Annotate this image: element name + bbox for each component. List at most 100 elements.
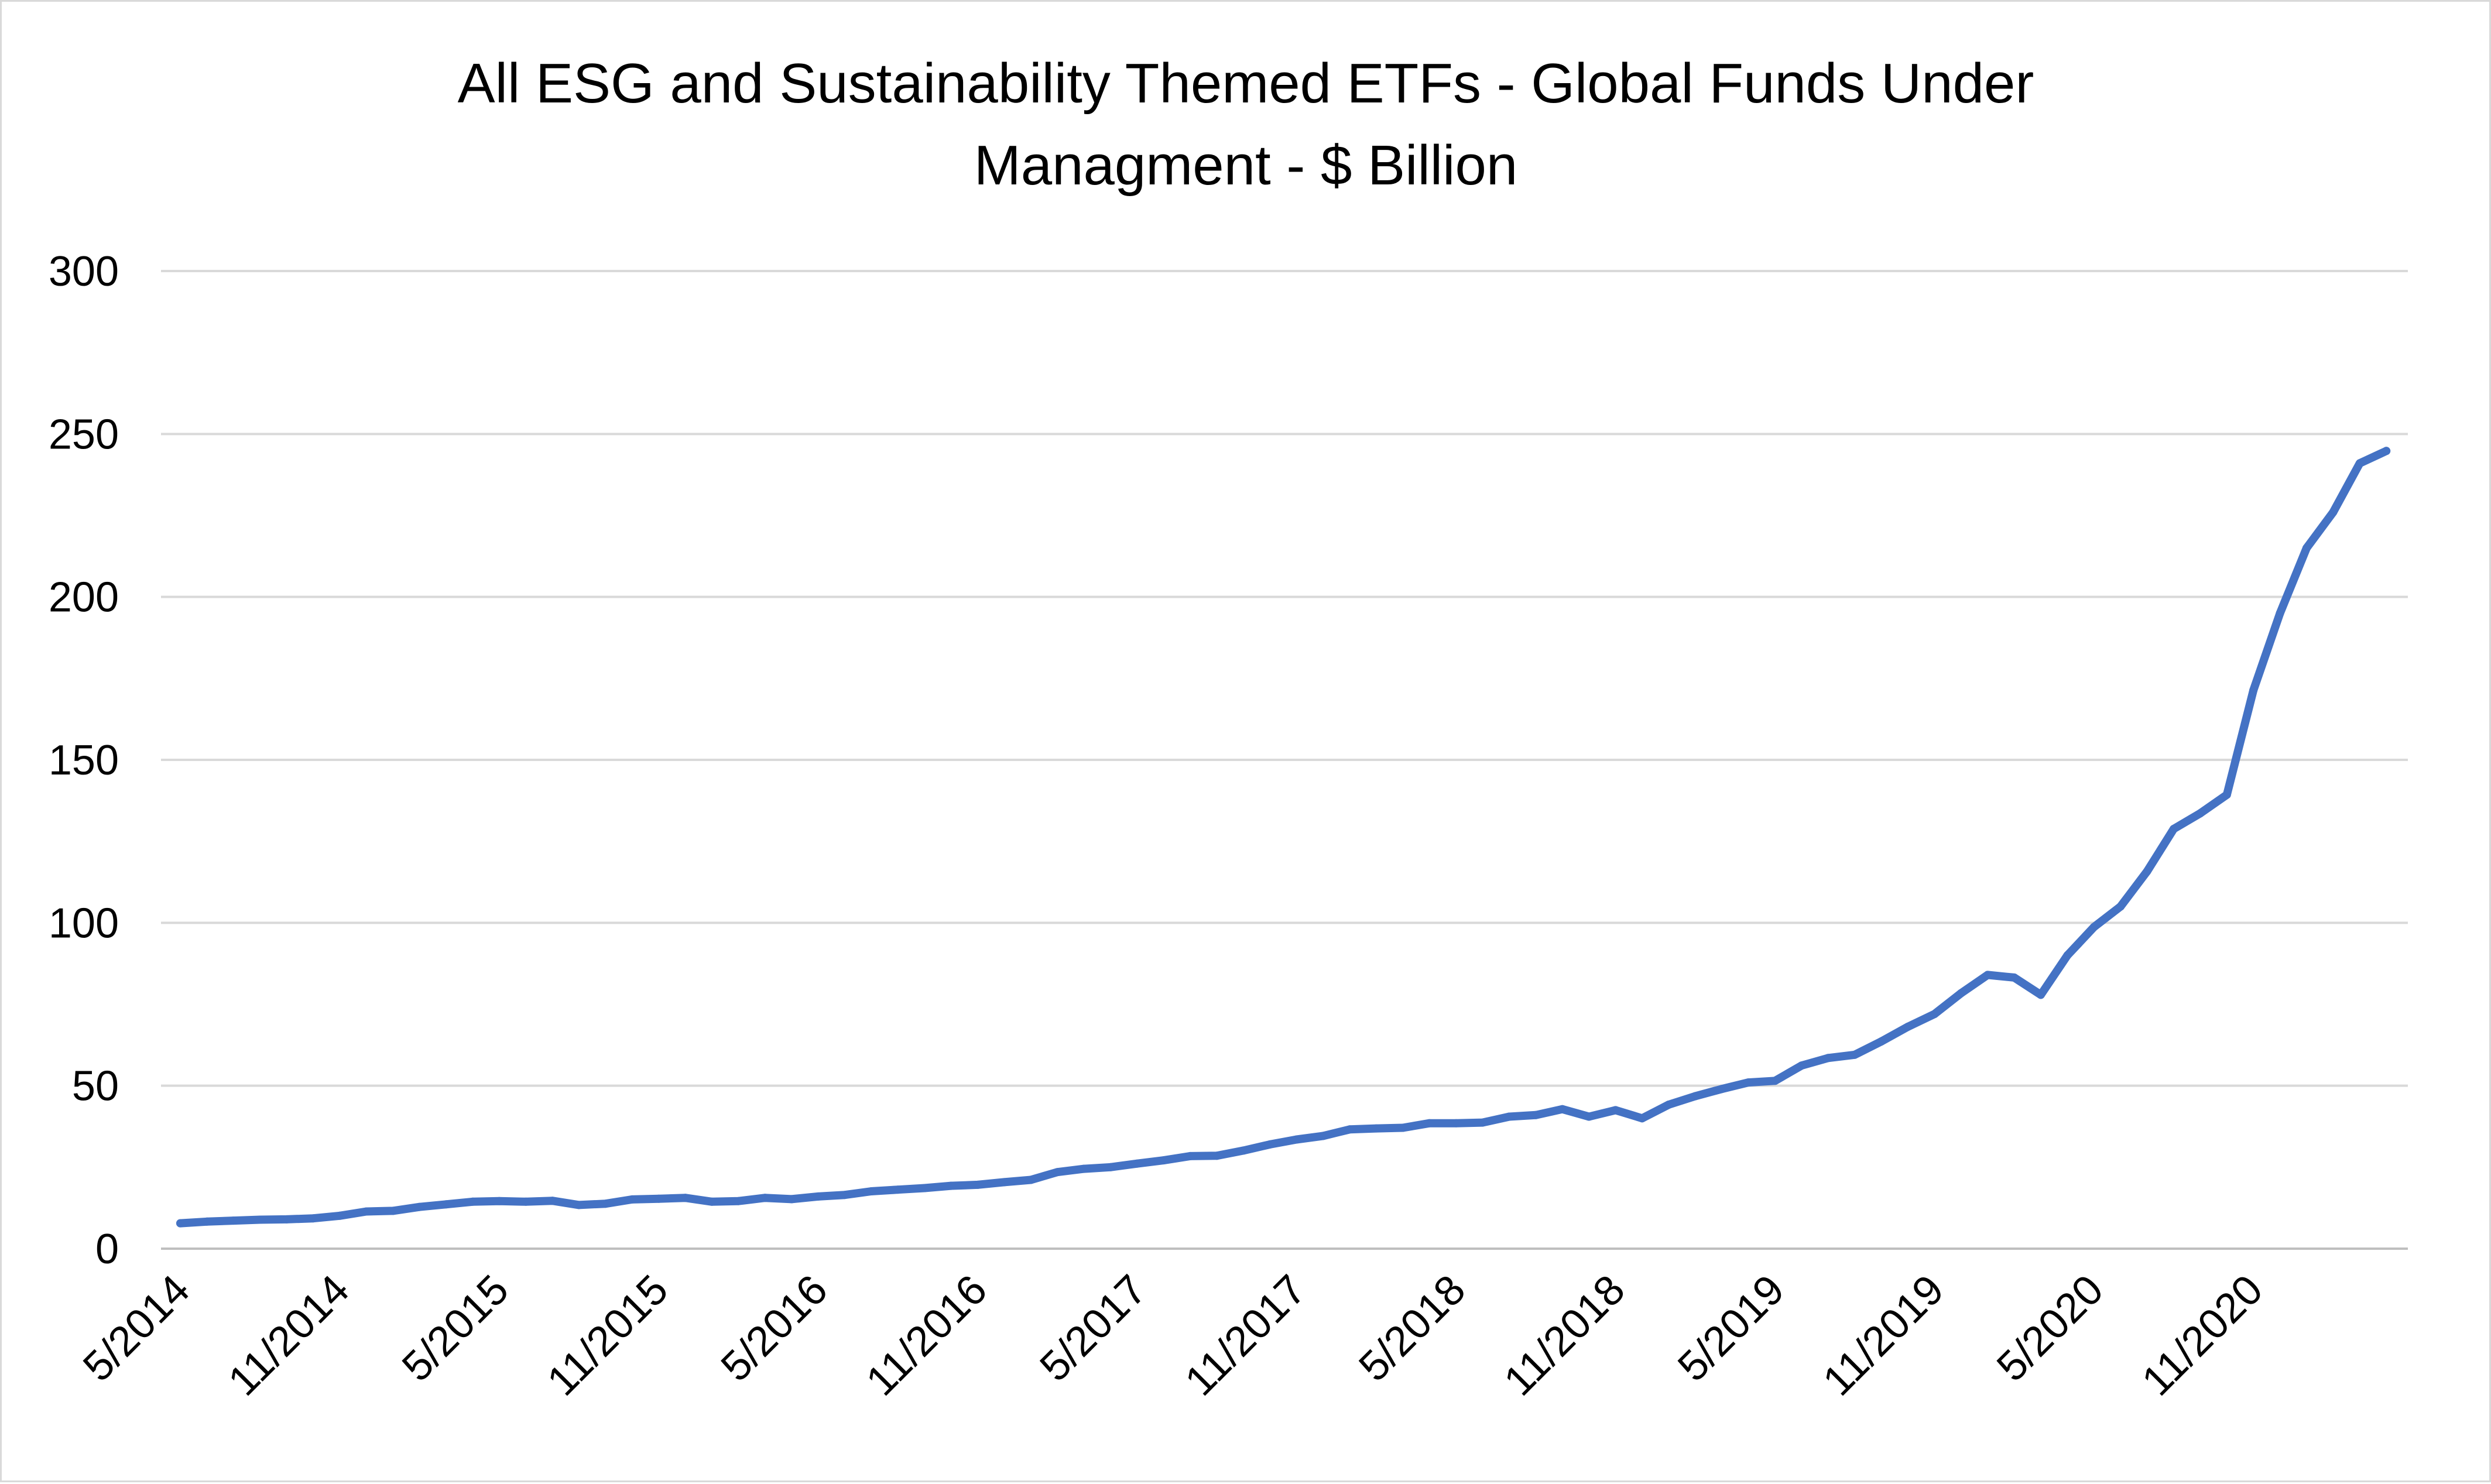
- data-point: [1718, 1085, 1726, 1094]
- data-point: [601, 1199, 610, 1208]
- data-point: [2382, 447, 2391, 455]
- y-tick-label: 50: [72, 1063, 119, 1110]
- x-tick-label: 11/2019: [1814, 1266, 1953, 1405]
- data-point: [2196, 809, 2205, 818]
- data-point: [575, 1201, 583, 1209]
- data-point: [1904, 1022, 1912, 1031]
- x-tick-label: 5/2020: [1988, 1266, 2112, 1390]
- data-point: [468, 1197, 477, 1206]
- data-point: [2170, 825, 2178, 833]
- y-tick-label: 0: [95, 1226, 119, 1273]
- data-point: [893, 1185, 902, 1194]
- data-point: [362, 1207, 371, 1216]
- data-point: [522, 1197, 530, 1206]
- data-point: [1505, 1112, 1513, 1121]
- data-point: [1000, 1178, 1009, 1187]
- data-point: [309, 1214, 317, 1223]
- data-point: [256, 1215, 265, 1224]
- data-point: [415, 1202, 424, 1211]
- data-point: [1638, 1114, 1646, 1123]
- x-tick-label: 5/2016: [712, 1266, 837, 1390]
- data-point: [628, 1195, 636, 1204]
- data-point: [2329, 508, 2338, 516]
- data-point: [1957, 989, 1965, 998]
- data-point: [1478, 1118, 1487, 1127]
- data-point: [1744, 1078, 1753, 1087]
- data-point: [974, 1180, 982, 1189]
- data-point: [1133, 1159, 1142, 1168]
- data-point: [1611, 1106, 1620, 1115]
- data-point: [2249, 686, 2258, 694]
- data-point: [548, 1197, 557, 1205]
- y-axis-tick-labels: 0 50 100 150 200 250 300: [49, 248, 119, 1273]
- data-point: [1824, 1054, 1832, 1063]
- data-point: [2222, 790, 2231, 799]
- data-point: [1106, 1163, 1115, 1171]
- x-tick-label: 11/2017: [1176, 1266, 1315, 1405]
- data-point: [1425, 1119, 1434, 1127]
- data-point: [1930, 1010, 1939, 1019]
- data-point: [655, 1194, 663, 1203]
- data-point: [495, 1197, 503, 1205]
- data-point: [734, 1197, 743, 1205]
- x-tick-label: 5/2014: [74, 1266, 198, 1390]
- y-tick-label: 200: [49, 574, 119, 621]
- x-tick-label: 11/2015: [539, 1266, 677, 1405]
- data-point: [708, 1197, 716, 1206]
- x-tick-label: 11/2014: [220, 1266, 358, 1405]
- y-tick-label: 250: [49, 411, 119, 458]
- data-point: [1399, 1123, 1407, 1132]
- data-point: [1292, 1135, 1301, 1144]
- data-point: [814, 1192, 823, 1201]
- data-point: [2089, 923, 2098, 931]
- data-point: [1372, 1124, 1380, 1133]
- x-tick-label: 5/2017: [1031, 1266, 1155, 1390]
- data-point: [1691, 1092, 1700, 1101]
- data-point: [1664, 1101, 1673, 1109]
- series-line: [176, 447, 2391, 1228]
- data-point: [1877, 1037, 1886, 1046]
- x-tick-label: 5/2019: [1669, 1266, 1793, 1390]
- data-point: [2010, 973, 2019, 982]
- data-point: [1452, 1119, 1461, 1127]
- data-point: [176, 1219, 184, 1228]
- data-point: [1585, 1112, 1594, 1121]
- data-point: [947, 1181, 955, 1190]
- data-point: [1053, 1168, 1062, 1177]
- data-point: [2116, 902, 2125, 911]
- chart-title-line-1: All ESG and Sustainability Themed ETFs -…: [458, 52, 2034, 115]
- x-axis-tick-labels: 5/2014 11/2014 5/2015 11/2015 5/2016 11/2016 5…: [74, 1266, 2271, 1405]
- data-point: [867, 1187, 876, 1195]
- x-tick-label: 5/2015: [393, 1266, 518, 1390]
- data-point: [2143, 867, 2151, 876]
- y-tick-label: 300: [49, 248, 119, 295]
- data-point: [1266, 1140, 1274, 1149]
- data-point: [335, 1211, 344, 1220]
- data-point: [841, 1191, 849, 1199]
- data-point: [442, 1200, 450, 1209]
- data-point: [203, 1217, 211, 1226]
- x-tick-label: 5/2018: [1350, 1266, 1474, 1390]
- data-point: [1186, 1151, 1195, 1160]
- x-tick-label: 11/2020: [2133, 1266, 2272, 1405]
- data-point: [1771, 1077, 1779, 1085]
- y-tick-label: 100: [49, 900, 119, 947]
- data-point: [1080, 1164, 1088, 1173]
- data-point: [389, 1207, 398, 1215]
- data-point: [1345, 1125, 1354, 1134]
- data-point: [282, 1215, 291, 1223]
- data-point: [1319, 1132, 1328, 1140]
- data-point: [1026, 1175, 1035, 1184]
- data-point: [1239, 1146, 1248, 1155]
- data-point: [1797, 1061, 1806, 1070]
- data-point: [2276, 609, 2284, 618]
- data-point: [2355, 459, 2364, 468]
- data-point: [1983, 971, 1992, 979]
- data-point: [1159, 1156, 1168, 1165]
- gridlines: [161, 270, 2408, 1250]
- data-point: [681, 1194, 690, 1202]
- data-point: [229, 1216, 238, 1225]
- data-point: [1531, 1111, 1540, 1119]
